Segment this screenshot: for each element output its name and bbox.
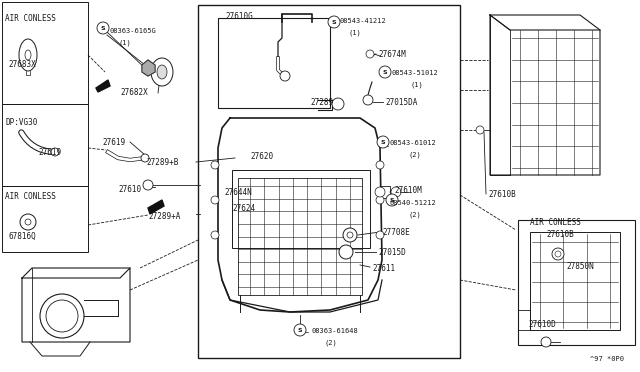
Text: 27610G: 27610G <box>225 12 253 21</box>
Bar <box>2 186 88 252</box>
Polygon shape <box>142 60 155 76</box>
Text: 08543-51012: 08543-51012 <box>392 70 439 76</box>
Text: 08363-61648: 08363-61648 <box>312 328 359 334</box>
Ellipse shape <box>157 65 167 79</box>
Circle shape <box>211 231 219 239</box>
Circle shape <box>294 324 306 336</box>
Text: (1): (1) <box>410 82 423 89</box>
Text: S: S <box>383 70 387 75</box>
Circle shape <box>376 161 384 169</box>
Text: 08363-6165G: 08363-6165G <box>110 28 157 34</box>
Ellipse shape <box>46 300 78 332</box>
Text: (2): (2) <box>408 152 420 158</box>
Bar <box>2 104 88 186</box>
Text: 27015D: 27015D <box>378 248 406 257</box>
Text: AIR CONLESS: AIR CONLESS <box>5 14 56 23</box>
Text: 27610M: 27610M <box>394 186 422 195</box>
Circle shape <box>328 16 340 28</box>
Circle shape <box>366 50 374 58</box>
Text: 27624: 27624 <box>232 204 255 213</box>
Bar <box>218 18 330 108</box>
Circle shape <box>376 231 384 239</box>
Text: 27289+A: 27289+A <box>148 212 180 221</box>
Polygon shape <box>142 60 155 76</box>
Circle shape <box>552 248 564 260</box>
Circle shape <box>332 98 344 110</box>
Circle shape <box>379 66 391 78</box>
Circle shape <box>339 245 353 259</box>
Circle shape <box>347 232 353 238</box>
Circle shape <box>211 161 219 169</box>
Text: 08543-61012: 08543-61012 <box>390 140 436 146</box>
Text: 27610B: 27610B <box>488 190 516 199</box>
Ellipse shape <box>25 50 31 60</box>
Text: S: S <box>332 20 336 25</box>
Circle shape <box>476 126 484 134</box>
Text: DP:VG30: DP:VG30 <box>5 118 37 127</box>
Text: (1): (1) <box>118 40 131 46</box>
Text: 27015DA: 27015DA <box>385 98 417 107</box>
Text: 27682X: 27682X <box>120 88 148 97</box>
Circle shape <box>555 251 561 257</box>
Bar <box>238 178 362 295</box>
Text: 27610D: 27610D <box>528 320 556 329</box>
Text: S: S <box>390 198 394 203</box>
Text: S: S <box>298 328 302 333</box>
Ellipse shape <box>40 294 84 338</box>
Circle shape <box>391 187 401 197</box>
Text: 27674M: 27674M <box>378 50 406 59</box>
Text: (2): (2) <box>408 212 420 218</box>
Circle shape <box>386 194 398 206</box>
Text: 27619: 27619 <box>38 148 61 157</box>
Circle shape <box>25 219 31 225</box>
Bar <box>2 2 88 104</box>
Text: (1): (1) <box>348 30 361 36</box>
Text: 27708E: 27708E <box>382 228 410 237</box>
Circle shape <box>363 95 373 105</box>
Text: 08540-51212: 08540-51212 <box>390 200 436 206</box>
Text: AIR CONLESS: AIR CONLESS <box>5 192 56 201</box>
Text: 27619: 27619 <box>102 138 125 147</box>
Text: 27620: 27620 <box>250 152 273 161</box>
Bar <box>232 170 370 248</box>
Text: S: S <box>381 140 385 145</box>
Circle shape <box>280 71 290 81</box>
Text: 27644N: 27644N <box>224 188 252 197</box>
Text: (2): (2) <box>324 340 337 346</box>
Text: 27289+B: 27289+B <box>146 158 179 167</box>
Text: AIR CONLESS: AIR CONLESS <box>530 218 581 227</box>
Ellipse shape <box>151 58 173 86</box>
Circle shape <box>541 337 551 347</box>
Text: 27610: 27610 <box>118 185 141 194</box>
Circle shape <box>20 214 36 230</box>
Polygon shape <box>148 200 164 214</box>
Circle shape <box>376 196 384 204</box>
Ellipse shape <box>19 39 37 71</box>
Circle shape <box>375 187 385 197</box>
Text: ^97 *0P0: ^97 *0P0 <box>590 356 624 362</box>
Text: 27610B: 27610B <box>546 230 573 239</box>
Bar <box>198 5 460 358</box>
Bar <box>518 220 635 345</box>
Text: 27611: 27611 <box>372 264 395 273</box>
Text: S: S <box>100 26 106 31</box>
Circle shape <box>377 136 389 148</box>
Circle shape <box>97 22 109 34</box>
Bar <box>530 232 620 330</box>
Circle shape <box>143 180 153 190</box>
Text: 67816Q: 67816Q <box>8 232 36 241</box>
Text: 27289: 27289 <box>310 98 333 107</box>
Circle shape <box>51 148 59 156</box>
Text: 27683X: 27683X <box>8 60 36 69</box>
Circle shape <box>211 196 219 204</box>
Circle shape <box>343 228 357 242</box>
Text: 08543-41212: 08543-41212 <box>340 18 387 24</box>
Text: 27850N: 27850N <box>566 262 594 271</box>
Polygon shape <box>96 80 110 92</box>
Circle shape <box>141 154 149 162</box>
